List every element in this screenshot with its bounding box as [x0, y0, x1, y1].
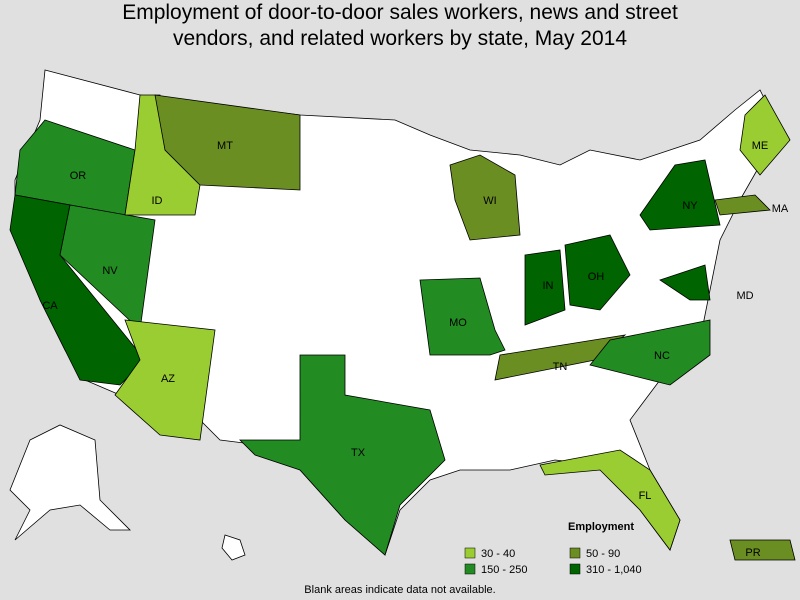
legend-label: 50 - 90: [586, 548, 620, 560]
state-label: AZ: [161, 373, 175, 385]
state: [449, 154, 521, 241]
state-label: MD: [736, 290, 753, 302]
state-label: TX: [351, 447, 366, 459]
legend-title: Employment: [568, 521, 634, 533]
legend-label: 30 - 40: [481, 548, 515, 560]
state-label: OH: [588, 271, 605, 283]
state-label: ME: [752, 140, 769, 152]
state-label: WI: [483, 195, 496, 207]
state-label: TN: [553, 361, 568, 373]
state-label: OR: [70, 170, 87, 182]
state-label: NC: [654, 350, 670, 362]
legend-label: 310 - 1,040: [586, 564, 642, 576]
state: [729, 539, 796, 561]
legend-swatch: [464, 563, 476, 575]
state: [714, 194, 771, 216]
map-title: Employment of door-to-door sales workers…: [122, 1, 678, 50]
state-label: MA: [772, 203, 789, 215]
state-label: PR: [745, 547, 760, 559]
legend-swatch: [464, 547, 476, 559]
state-label: MT: [217, 140, 233, 152]
legend-swatch: [569, 547, 581, 559]
state: [659, 264, 711, 301]
state-label: IN: [543, 280, 554, 292]
title-box: Employment of door-to-door sales workers…: [122, 1, 678, 50]
legend: 30 - 40 50 - 90 150 - 250 310 - 1,040: [464, 547, 642, 576]
note: Blank areas indicate data not available.: [304, 584, 495, 596]
state-label: ID: [152, 195, 163, 207]
state-label: MO: [449, 317, 467, 329]
alaska: [9, 424, 131, 541]
state: [539, 449, 681, 551]
state: [639, 159, 721, 231]
state: [239, 354, 446, 556]
states: OR CA NV ID MT AZ TX MO WI IN OH NY MD TN NC MA ME FL PR: [9, 94, 796, 561]
state: [564, 234, 631, 311]
state-label: NV: [102, 265, 118, 277]
state-label: NY: [682, 200, 698, 212]
state: [589, 319, 711, 386]
state: [114, 319, 216, 441]
legend-label: 150 - 250: [481, 564, 527, 576]
state: [419, 277, 506, 356]
hawaii: [221, 534, 246, 561]
state: [154, 94, 301, 191]
state: [739, 94, 791, 176]
state-label: FL: [639, 490, 652, 502]
legend-swatch: [569, 563, 581, 575]
state-label: CA: [42, 300, 58, 312]
state: [524, 249, 566, 326]
